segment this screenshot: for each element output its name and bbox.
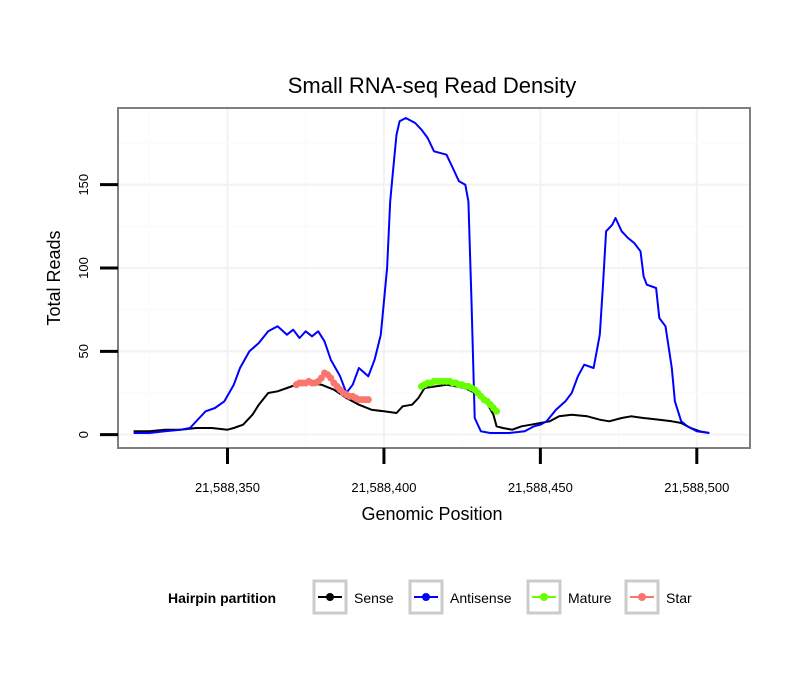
y-tick-label: 50: [76, 344, 91, 358]
y-tick-label: 150: [76, 174, 91, 196]
star-point: [364, 396, 372, 404]
y-tick-label: 0: [76, 431, 91, 438]
legend-title: Hairpin partition: [168, 590, 276, 606]
panel-border: [117, 107, 751, 449]
star-point: [317, 374, 325, 382]
legend-key-point: [422, 593, 430, 601]
legend-label-mature: Mature: [568, 590, 612, 606]
x-tick-label: 21,588,450: [508, 480, 573, 495]
data-series: [133, 117, 710, 434]
grid-lines: [118, 108, 750, 448]
x-axis: 21,588,350 21,588,400 21,588,450 21,588,500: [195, 448, 729, 495]
x-axis-title: Genomic Position: [361, 504, 502, 524]
legend-key-point: [540, 593, 548, 601]
legend: Hairpin partition Sense Antisense Mature St…: [168, 579, 692, 615]
plot-panel: [118, 108, 750, 448]
plot-background: [118, 108, 750, 448]
x-tick-label: 21,588,400: [351, 480, 416, 495]
y-axis: 0 50 100 150: [76, 174, 118, 438]
legend-label-star: Star: [666, 590, 692, 606]
y-tick-label: 100: [76, 257, 91, 279]
legend-key-point: [638, 593, 646, 601]
x-tick-label: 21,588,500: [664, 480, 729, 495]
y-axis-title: Total Reads: [44, 230, 64, 325]
legend-key-point: [326, 593, 334, 601]
antisense-series-line: [133, 117, 710, 434]
x-tick-label: 21,588,350: [195, 480, 260, 495]
legend-label-sense: Sense: [354, 590, 394, 606]
mature-point: [493, 407, 501, 415]
legend-label-antisense: Antisense: [450, 590, 512, 606]
star-point: [327, 374, 335, 382]
sense-series-line: [133, 382, 710, 434]
chart-title: Small RNA-seq Read Density: [288, 73, 577, 98]
